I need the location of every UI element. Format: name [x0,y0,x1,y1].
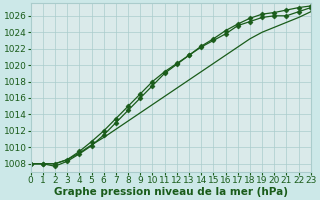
X-axis label: Graphe pression niveau de la mer (hPa): Graphe pression niveau de la mer (hPa) [54,187,288,197]
